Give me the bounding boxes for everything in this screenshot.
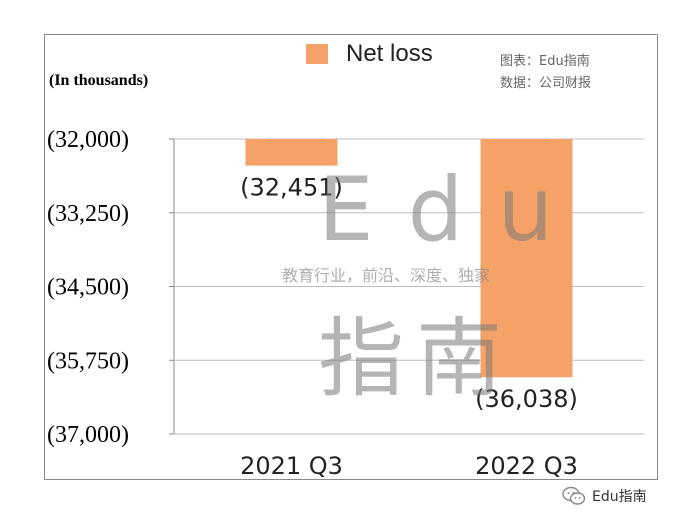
y-tick-label: (32,000) — [47, 127, 129, 153]
chart-source-credit: 图表：Edu指南 — [500, 54, 590, 69]
data-label: (36,038) — [475, 385, 578, 413]
bar — [245, 139, 338, 166]
x-tick-label: 2022 Q3 — [475, 452, 578, 480]
unit-label: (In thousands) — [49, 72, 149, 89]
y-tick-label: (35,750) — [47, 348, 129, 374]
data-label: (32,451) — [240, 174, 343, 202]
y-tick-label: (34,500) — [47, 275, 129, 301]
bar-layer — [245, 139, 573, 378]
label-layer: (32,000) (33,250) (34,500) (35,750) (37,000)… — [47, 127, 578, 480]
footer-brand: Edu指南 — [562, 486, 647, 506]
x-tick-label: 2021 Q3 — [240, 452, 343, 480]
y-tick-label: (37,000) — [47, 422, 129, 448]
y-tick-label: (33,250) — [47, 201, 129, 227]
legend-label: Net loss — [346, 40, 433, 67]
footer-brand-label: Edu指南 — [592, 489, 647, 505]
chart-frame — [44, 34, 658, 480]
legend: Net loss — [306, 40, 433, 68]
bar — [480, 139, 573, 378]
data-source-credit: 数据：公司财报 — [500, 76, 592, 91]
legend-swatch — [306, 44, 328, 64]
wechat-icon — [562, 486, 586, 506]
